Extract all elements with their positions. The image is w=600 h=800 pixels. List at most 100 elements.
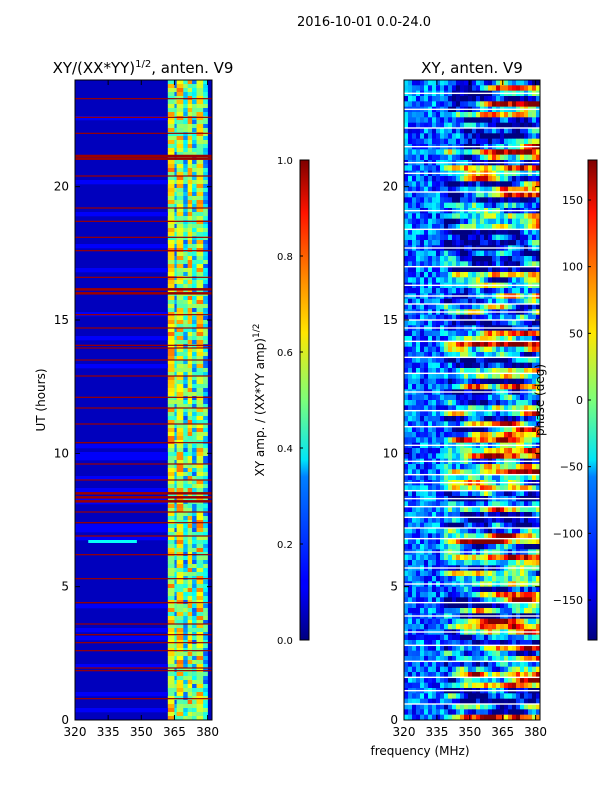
amplitude-cell: [183, 192, 188, 197]
amplitude-cell: [183, 124, 188, 129]
phase-cell: [484, 277, 489, 283]
amplitude-cell: [167, 548, 175, 553]
phase-cell: [476, 506, 481, 513]
phase-cell: [500, 85, 505, 91]
amplitude-cell: [187, 348, 193, 353]
amplitude-cell: [167, 212, 175, 217]
amplitude-cell: [183, 188, 188, 193]
amplitude-cell: [176, 708, 184, 713]
phase-cell: [412, 373, 417, 379]
phase-cell: [508, 373, 513, 379]
phase-cell: [464, 250, 469, 257]
phase-cell: [428, 426, 433, 433]
phase-cell: [512, 128, 517, 134]
phase-cell: [492, 229, 497, 235]
amplitude-heatmap: [75, 80, 212, 720]
phase-cell: [408, 368, 413, 374]
amplitude-cell: [167, 652, 175, 657]
amplitude-cell: [75, 476, 168, 481]
phase-cell: [464, 234, 469, 241]
amplitude-cell: [176, 636, 184, 641]
phase-cell: [524, 234, 529, 241]
amplitude-cell: [196, 348, 204, 353]
phase-cell: [488, 421, 493, 427]
phase-cell: [488, 149, 493, 155]
phase-cell: [444, 186, 449, 193]
phase-cell: [424, 357, 429, 363]
phase-cell: [416, 117, 421, 123]
phase-cell: [440, 266, 445, 273]
amplitude-cell: [187, 376, 193, 381]
phase-cell: [428, 624, 433, 630]
amplitude-cell: [192, 536, 197, 541]
phase-cell: [512, 512, 517, 518]
phase-cell: [508, 560, 513, 566]
amplitude-cell: [174, 324, 177, 329]
phase-cell: [504, 192, 509, 198]
phase-cell: [432, 533, 437, 539]
phase-cell: [424, 362, 429, 369]
phase-cell: [480, 533, 485, 539]
amplitude-cell: [176, 332, 184, 337]
amplitude-cell: [196, 104, 204, 109]
phase-cell: [456, 490, 461, 497]
phase-cell: [428, 416, 433, 422]
phase-cell: [416, 250, 421, 257]
phase-cell: [408, 261, 413, 267]
amplitude-cell: [183, 584, 188, 589]
phase-cell: [448, 346, 453, 353]
amplitude-flag-row: [75, 314, 212, 316]
phase-cell: [492, 368, 497, 374]
amplitude-cell: [187, 460, 193, 465]
phase-cell: [464, 432, 469, 438]
amplitude-cell: [174, 488, 177, 493]
amplitude-cell: [192, 368, 197, 373]
phase-cell: [500, 122, 505, 129]
phase-cell: [460, 261, 465, 267]
phase-cell: [480, 304, 485, 310]
amplitude-cell: [183, 320, 188, 325]
amplitude-cell: [187, 308, 193, 313]
phase-cell: [432, 469, 437, 475]
phase-cell: [532, 261, 537, 267]
phase-cell: [452, 133, 457, 139]
amplitude-cell: [196, 300, 204, 305]
phase-cell: [532, 432, 537, 438]
amplitude-cell: [167, 372, 175, 377]
phase-cell: [428, 400, 433, 406]
phase-cell: [440, 416, 445, 422]
amplitude-cell: [187, 132, 193, 137]
phase-cell: [412, 469, 417, 475]
phase-cell: [484, 122, 489, 129]
phase-cell: [456, 197, 461, 203]
phase-cell: [436, 586, 441, 593]
amplitude-cell: [196, 512, 204, 517]
amplitude-cell: [192, 684, 197, 689]
phase-cell: [476, 522, 481, 529]
amplitude-cell: [174, 204, 177, 209]
phase-cell: [532, 320, 537, 326]
phase-cell: [404, 634, 409, 641]
phase-cell: [440, 570, 445, 577]
phase-cell: [424, 240, 429, 246]
phase-cell: [516, 624, 521, 630]
amplitude-cell: [176, 508, 184, 513]
phase-cell: [460, 538, 465, 545]
phase-cell: [428, 544, 433, 550]
phase-cell: [520, 352, 525, 358]
phase-cell: [520, 85, 525, 91]
phase-cell: [444, 229, 449, 235]
phase-cell: [424, 405, 429, 411]
phase-cell: [408, 272, 413, 278]
amplitude-cell: [192, 588, 197, 593]
amplitude-title-exponent: 1/2: [135, 59, 151, 70]
amplitude-cell: [176, 360, 184, 365]
amplitude-cell: [183, 300, 188, 305]
phase-cell: [496, 634, 501, 641]
phase-cell: [524, 138, 529, 145]
amplitude-cell: [183, 184, 188, 189]
amplitude-cell: [183, 112, 188, 117]
phase-cell: [404, 597, 409, 603]
phase-cell: [500, 330, 505, 337]
amplitude-flag-row: [75, 535, 212, 537]
